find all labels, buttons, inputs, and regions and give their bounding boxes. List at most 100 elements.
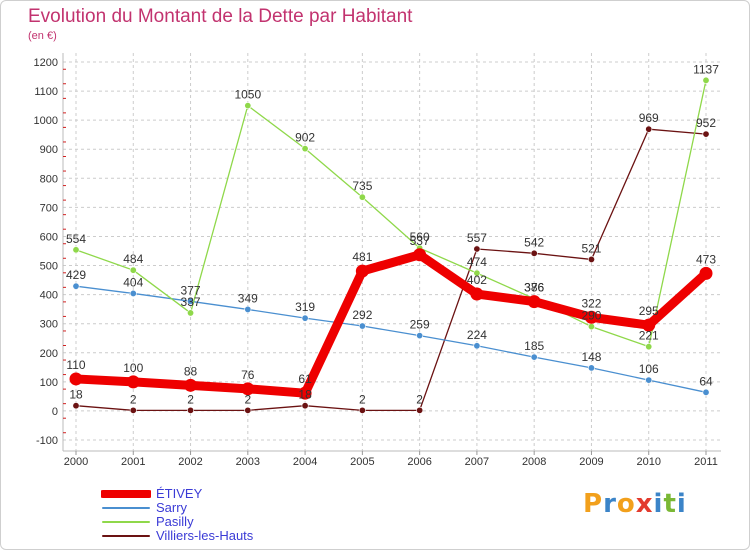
data-point	[187, 406, 195, 414]
logo-letter: x	[635, 489, 654, 519]
data-point	[473, 269, 481, 277]
data-label: 349	[238, 291, 258, 305]
data-point	[355, 264, 369, 278]
data-point	[584, 310, 598, 324]
data-label: 110	[66, 358, 85, 372]
y-tick-label: 400	[40, 290, 58, 302]
data-label: 18	[69, 388, 83, 402]
x-tick-label: 2008	[522, 456, 546, 468]
x-tick-label: 2009	[579, 456, 603, 468]
y-tick-label: 1000	[34, 115, 58, 127]
data-point	[587, 364, 595, 372]
data-label: 224	[467, 328, 487, 342]
y-tick-label: -100	[36, 435, 58, 447]
series-layer	[69, 76, 713, 414]
data-point	[702, 130, 710, 138]
data-point	[72, 402, 80, 410]
legend-label: Sarry	[156, 500, 188, 515]
x-tick-label: 2011	[694, 456, 718, 468]
data-label: 484	[123, 252, 143, 266]
y-tick-label: 1200	[34, 57, 58, 69]
data-label: 376	[524, 281, 544, 295]
data-point	[298, 386, 312, 400]
x-tick-label: 2003	[236, 456, 260, 468]
legend-label: Villiers-les-Hauts	[156, 528, 254, 543]
data-label: 2	[416, 392, 423, 406]
axes: -100 0 100 200 300 400 500 600 700 800 900 1000 1100…	[34, 53, 721, 468]
data-label: 259	[410, 318, 430, 332]
data-point	[416, 406, 424, 414]
data-point	[473, 245, 481, 253]
legend-swatch	[102, 507, 150, 509]
data-point	[129, 406, 137, 414]
data-point	[530, 353, 538, 361]
data-label: 537	[410, 234, 430, 248]
x-tick-label: 2005	[350, 456, 374, 468]
data-label: 473	[696, 252, 716, 266]
series-line	[75, 285, 707, 393]
y-tick-label: 600	[40, 231, 58, 243]
data-label: 2	[359, 392, 366, 406]
logo-letter: P	[583, 489, 604, 519]
data-label: 402	[467, 273, 487, 287]
data-label: 481	[352, 250, 372, 264]
x-tick-label: 2000	[64, 456, 88, 468]
x-tick-label: 2007	[465, 456, 489, 468]
data-point	[530, 249, 538, 257]
data-point	[527, 295, 541, 309]
data-point	[645, 376, 653, 384]
y-tick-label: 800	[40, 173, 58, 185]
data-point	[69, 372, 83, 386]
data-label: 735	[352, 179, 372, 193]
data-point	[187, 309, 195, 317]
y-tick-label: 900	[40, 144, 58, 156]
data-label: 557	[467, 231, 487, 245]
data-label: 2	[244, 392, 251, 406]
data-point	[301, 314, 309, 322]
data-point	[473, 342, 481, 350]
data-point	[358, 406, 366, 414]
data-label: 290	[581, 309, 601, 323]
data-point	[301, 402, 309, 410]
legend: ÉTIVEY Sarry Pasilly Villiers-les-Hauts	[101, 487, 253, 543]
data-point	[72, 282, 80, 290]
data-point	[241, 382, 255, 396]
data-label: 61	[298, 372, 312, 386]
data-label: 1137	[693, 62, 719, 76]
data-label: 542	[524, 235, 544, 249]
y-tick-label: 0	[52, 406, 58, 418]
x-tick-label: 2006	[407, 456, 431, 468]
y-tick-label: 100	[40, 377, 58, 389]
data-point	[184, 378, 198, 392]
data-label: 88	[184, 364, 198, 378]
data-point	[301, 145, 309, 153]
data-point	[642, 318, 656, 332]
series-line	[75, 79, 707, 348]
data-point	[587, 323, 595, 331]
data-labels-layer: 18 2 2 2 18 2 2 557 542 521 969 952 429 404 377 349 319 2…	[66, 62, 719, 406]
y-tick-label: 300	[40, 319, 58, 331]
data-label: 337	[181, 295, 201, 309]
x-tick-label: 2001	[121, 456, 145, 468]
data-label: 1050	[234, 88, 261, 102]
data-label: 554	[66, 232, 86, 246]
legend-item: Pasilly	[101, 515, 253, 529]
data-point	[699, 266, 713, 280]
data-point	[702, 76, 710, 84]
data-label: 902	[295, 131, 315, 145]
x-tick-label: 2004	[293, 456, 317, 468]
data-label: 185	[524, 339, 544, 353]
data-label: 100	[123, 361, 143, 375]
data-label: 64	[699, 374, 713, 388]
data-label: 322	[581, 296, 601, 310]
y-tick-label: 500	[40, 261, 58, 273]
data-point	[416, 332, 424, 340]
y-tick-label: 700	[40, 202, 58, 214]
data-point	[645, 343, 653, 351]
data-point	[244, 406, 252, 414]
data-point	[129, 266, 137, 274]
logo-letter: t	[663, 489, 677, 519]
data-point	[413, 248, 427, 262]
